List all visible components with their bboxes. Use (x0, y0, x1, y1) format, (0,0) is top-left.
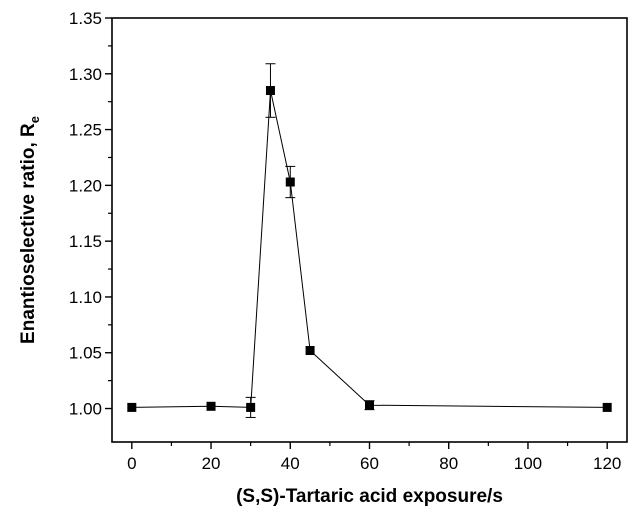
plot-frame (111, 17, 628, 443)
y-tick-label: 1.15 (69, 232, 102, 251)
x-tick-label: 60 (360, 454, 379, 473)
y-tick-label: 1.25 (69, 121, 102, 140)
x-tick-label: 120 (593, 454, 621, 473)
y-tick-label: 1.00 (69, 400, 102, 419)
y-tick-label: 1.05 (69, 344, 102, 363)
y-tick-label: 1.30 (69, 65, 102, 84)
x-tick-label: 20 (202, 454, 221, 473)
x-tick-label: 40 (281, 454, 300, 473)
series (127, 63, 612, 418)
y-axis-title-main: Enantioselective ratio, R (18, 123, 39, 344)
y-axis-title: Enantioselective ratio, Re (18, 116, 42, 344)
x-tick-label: 80 (439, 454, 458, 473)
data-point (127, 402, 137, 412)
data-point (246, 402, 256, 412)
y-axis: 1.00 1.05 1.10 1.15 1.20 1.25 1.30 1.35 (69, 9, 112, 419)
data-point (285, 177, 295, 187)
x-tick-label: 100 (514, 454, 542, 473)
data-point (265, 86, 275, 96)
y-tick-label: 1.20 (69, 176, 102, 195)
y-tick-label: 1.10 (69, 288, 102, 307)
y-tick-label: 1.35 (69, 9, 102, 28)
data-point (206, 401, 216, 411)
series-line (131, 90, 608, 408)
data-point (365, 400, 374, 410)
plot-area (111, 17, 628, 443)
y-axis-title-subscript: e (27, 116, 42, 123)
x-tick-label: 0 (127, 454, 136, 473)
x-axis-title: (S,S)-Tartaric acid exposure/s (236, 486, 503, 507)
x-axis: 0 20 40 60 80 100 120 (127, 442, 621, 473)
data-point (602, 402, 612, 412)
data-point (305, 346, 315, 356)
